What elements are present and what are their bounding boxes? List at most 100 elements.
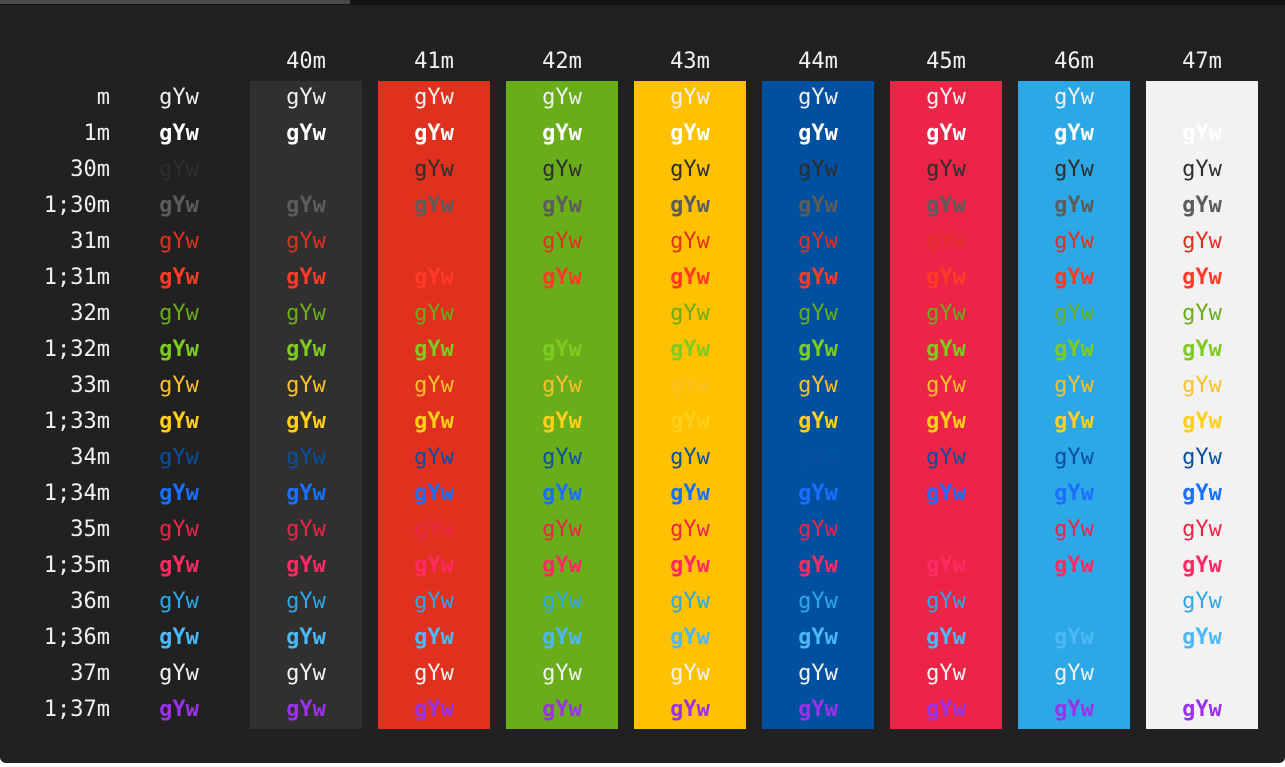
sample-cell: gYw [1054, 553, 1094, 578]
sample-cell: gYw [1182, 445, 1222, 470]
sample-cell: gYw [286, 625, 326, 650]
sample-cell: gYw [159, 625, 199, 650]
sample-cell: gYw [159, 697, 199, 722]
sample-cell: gYw [1182, 481, 1222, 506]
sample-cell: gYw [159, 589, 199, 614]
sample-cell: gYw [159, 553, 199, 578]
sample-cell: gYw [926, 229, 966, 254]
sample-cell: gYw [542, 445, 582, 470]
sample-cell: gYw [414, 625, 454, 650]
sample-cell: gYw [286, 481, 326, 506]
sample-cell: gYw [159, 229, 199, 254]
sample-cell: gYw [798, 625, 838, 650]
sample-cell: gYw [1182, 517, 1222, 542]
row-label: 1;30m [43, 193, 110, 218]
sample-cell: gYw [159, 157, 199, 182]
sample-cell: gYw [1054, 409, 1094, 434]
sample-cell: gYw [286, 229, 326, 254]
sample-cell: gYw [926, 409, 966, 434]
sample-cell: gYw [926, 373, 966, 398]
sample-cell: gYw [414, 373, 454, 398]
sample-cell: gYw [1054, 229, 1094, 254]
sample-cell: gYw [542, 481, 582, 506]
sample-cell: gYw [542, 229, 582, 254]
sample-cell: gYw [286, 589, 326, 614]
background-column-44m [762, 81, 874, 729]
sample-cell: gYw [926, 625, 966, 650]
sample-cell: gYw [1182, 661, 1222, 686]
sample-cell: gYw [1054, 517, 1094, 542]
row-label: 32m [70, 301, 110, 326]
sample-cell: gYw [670, 625, 710, 650]
sample-cell: gYw [286, 193, 326, 218]
column-header: 43m [670, 49, 710, 74]
sample-cell: gYw [159, 409, 199, 434]
sample-cell: gYw [670, 337, 710, 362]
column-header: 46m [1054, 49, 1094, 74]
row-label: 1m [83, 121, 111, 146]
row-label: 1;34m [43, 481, 110, 506]
column-header: 45m [926, 49, 966, 74]
sample-cell: gYw [798, 373, 838, 398]
sample-cell: gYw [926, 589, 966, 614]
sample-cell: gYw [798, 481, 838, 506]
sample-cell: gYw [414, 481, 454, 506]
sample-cell: gYw [1054, 589, 1094, 614]
sample-cell: gYw [159, 517, 199, 542]
sample-cell: gYw [798, 85, 838, 110]
sample-cell: gYw [1182, 85, 1222, 110]
sample-cell: gYw [542, 337, 582, 362]
sample-cell: gYw [670, 301, 710, 326]
sample-cell: gYw [798, 229, 838, 254]
sample-cell: gYw [414, 85, 454, 110]
background-column-42m [506, 81, 618, 729]
sample-cell: gYw [286, 697, 326, 722]
background-column-40m [250, 81, 362, 729]
sample-cell: gYw [542, 697, 582, 722]
sample-cell: gYw [798, 445, 838, 470]
sample-cell: gYw [926, 121, 966, 146]
sample-cell: gYw [1182, 121, 1222, 146]
sample-cell: gYw [286, 121, 326, 146]
sample-cell: gYw [1054, 373, 1094, 398]
sample-cell: gYw [798, 409, 838, 434]
sample-cell: gYw [159, 661, 199, 686]
sample-cell: gYw [286, 517, 326, 542]
sample-cell: gYw [414, 697, 454, 722]
sample-cell: gYw [286, 265, 326, 290]
sample-cell: gYw [286, 301, 326, 326]
sample-cell: gYw [1182, 193, 1222, 218]
sample-cell: gYw [1182, 301, 1222, 326]
column-header: 47m [1182, 49, 1222, 74]
column-header: 40m [286, 49, 326, 74]
sample-cell: gYw [414, 661, 454, 686]
sample-cell: gYw [542, 553, 582, 578]
sample-cell: gYw [670, 517, 710, 542]
sample-cell: gYw [414, 553, 454, 578]
sample-cell: gYw [670, 409, 710, 434]
sample-cell: gYw [542, 301, 582, 326]
sample-cell: gYw [159, 481, 199, 506]
sample-cell: gYw [1054, 661, 1094, 686]
sample-cell: gYw [414, 409, 454, 434]
sample-cell: gYw [798, 265, 838, 290]
sample-cell: gYw [926, 301, 966, 326]
row-label: 1;31m [43, 265, 110, 290]
sample-cell: gYw [542, 265, 582, 290]
sample-cell: gYw [286, 85, 326, 110]
sample-cell: gYw [286, 373, 326, 398]
sample-cell: gYw [286, 409, 326, 434]
sample-cell: gYw [1182, 337, 1222, 362]
sample-cell: gYw [926, 85, 966, 110]
column-header: 44m [798, 49, 838, 74]
sample-cell: gYw [542, 157, 582, 182]
sample-cell: gYw [159, 85, 199, 110]
background-column-45m [890, 81, 1002, 729]
sample-cell: gYw [159, 301, 199, 326]
active-tab[interactable] [0, 0, 350, 4]
sample-cell: gYw [1182, 157, 1222, 182]
sample-cell: gYw [159, 121, 199, 146]
sample-cell: gYw [670, 373, 710, 398]
row-label: 31m [70, 229, 110, 254]
